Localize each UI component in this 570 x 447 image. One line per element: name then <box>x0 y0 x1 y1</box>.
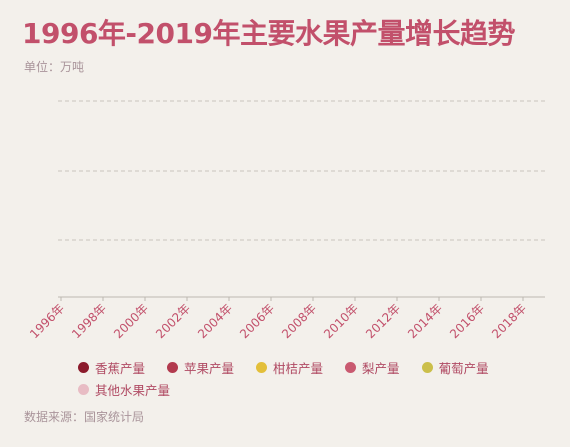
legend-dot-icon <box>78 361 89 373</box>
x-tick-label: 2008年 <box>279 301 319 341</box>
x-axis: 1996年 1998年 2000年 2002年 2004年 2006年 2008年 2010年… <box>27 296 545 341</box>
legend-item[interactable]: 柑桔产量 <box>256 358 323 376</box>
legend-item[interactable]: 葡萄产量 <box>421 358 489 376</box>
legend-label: 苹果产量 <box>184 360 235 376</box>
x-tick-label: 2002年 <box>153 301 193 341</box>
unit-label: 单位：万吨 <box>24 60 85 74</box>
chart-title: 1996年-2019年主要水果产量增长趋势 <box>22 17 515 50</box>
legend: 香蕉产量 苹果产量 柑桔产量 梨产量 葡萄产量其他水果产量 <box>78 358 548 398</box>
legend-dot-icon <box>167 361 179 373</box>
legend-dot-icon <box>421 361 433 373</box>
x-tick-label: 2016年 <box>447 301 487 341</box>
legend-dot-icon <box>78 383 89 395</box>
data-source: 数据来源：国家统计局 <box>24 410 145 424</box>
gridlines <box>58 100 545 241</box>
x-tick-label: 2000年 <box>111 301 151 341</box>
x-tick-label: 2018年 <box>489 301 529 341</box>
legend-item[interactable]: 苹果产量 <box>167 358 234 376</box>
legend-dot-icon <box>345 361 357 373</box>
legend-label: 葡萄产量 <box>438 360 489 376</box>
legend-label: 梨产量 <box>362 360 400 376</box>
legend-item[interactable]: 梨产量 <box>345 358 400 376</box>
legend-item[interactable]: 其他水果产量 <box>78 380 170 398</box>
x-tick-label: 2010年 <box>321 301 361 341</box>
x-tick-label: 2014年 <box>405 301 445 341</box>
legend-label: 香蕉产量 <box>95 360 146 376</box>
legend-dot-icon <box>256 361 268 373</box>
legend-label: 其他水果产量 <box>95 382 171 398</box>
x-tick-label: 2006年 <box>237 301 277 341</box>
x-tick-label: 1998年 <box>69 301 109 341</box>
legend-item[interactable]: 香蕉产量 <box>78 358 145 376</box>
x-tick-label: 1996年 <box>27 301 67 341</box>
x-tick-label: 2004年 <box>195 301 235 341</box>
x-tick-label: 2012年 <box>363 301 403 341</box>
legend-label: 柑桔产量 <box>273 360 324 376</box>
